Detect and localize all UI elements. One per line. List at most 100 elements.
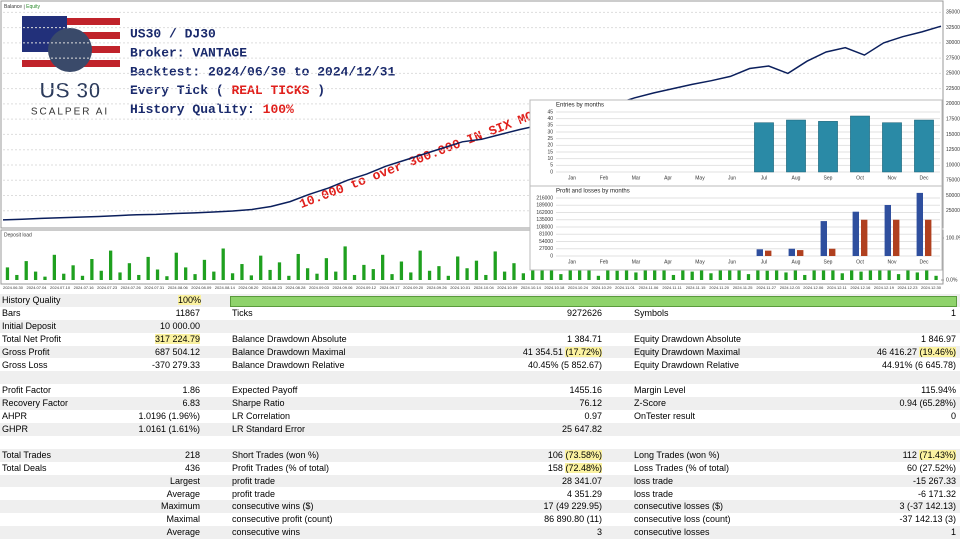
value-highlight: (73.58%) <box>565 449 602 460</box>
cell-value: 11867 <box>176 307 200 320</box>
x-tick-label: Mar <box>632 175 641 181</box>
label: Equity Drawdown Maximal <box>634 346 741 357</box>
x-tick-label: 2024.12.23 <box>897 285 918 290</box>
month-bar <box>818 121 838 173</box>
value: 25 647.82 <box>561 424 602 434</box>
label: loss trade <box>634 488 674 499</box>
load-bar <box>624 261 629 280</box>
value-highlight: 100% <box>178 295 202 305</box>
logo: US 30 SCALPER AI <box>22 16 120 118</box>
cell-value: 44.91% (6 645.78) <box>882 359 956 372</box>
cell-value: 41 354.51 (17.72%) <box>523 346 602 359</box>
y-tick-label: 100000 <box>946 162 960 168</box>
cell-label: Expected Payoff <box>232 384 297 397</box>
label: Margin Level <box>634 385 686 396</box>
x-tick-label: Oct <box>856 259 864 265</box>
load-bar <box>315 273 319 280</box>
month-bar <box>765 250 772 256</box>
label: Total Trades <box>2 449 52 460</box>
cell-value: 158 (72.48%) <box>548 462 602 475</box>
cell-value: 687 504.12 <box>155 346 200 359</box>
load-bar <box>427 270 432 280</box>
load-bar <box>277 262 282 280</box>
label: Balance Drawdown Relative <box>232 359 345 370</box>
load-bar <box>399 261 404 280</box>
cell-value: 4 351.29 <box>567 488 602 501</box>
value: 115.94% <box>921 385 956 396</box>
label: Equity Drawdown Absolute <box>634 333 742 344</box>
load-bar <box>859 271 863 280</box>
y-tick-label: 10 <box>547 156 553 162</box>
cell-value: 106 (73.58%) <box>548 449 602 462</box>
label: Balance Drawdown Absolute <box>232 333 347 344</box>
x-tick-label: 2024.12.03 <box>780 285 801 290</box>
value-highlight: (71.43%) <box>919 449 956 460</box>
cell-label: loss trade <box>634 475 673 488</box>
y-tick-label: 250000 <box>946 71 960 77</box>
load-bar <box>324 258 329 280</box>
x-tick-label: 2024.09.12 <box>356 285 377 290</box>
label: AHPR <box>2 411 28 422</box>
cell-label: Symbols <box>634 307 669 320</box>
y-tick-label: 75000 <box>946 178 960 184</box>
label: consecutive wins <box>232 527 301 538</box>
load-bar <box>334 271 338 280</box>
load-bar <box>362 264 366 280</box>
y-tick-label: 0.0% <box>946 277 958 283</box>
value: 158 <box>547 462 563 473</box>
x-tick-label: May <box>695 175 705 181</box>
cell-label: Balance Drawdown Absolute <box>232 333 347 346</box>
month-bar <box>893 219 900 256</box>
label: LR Standard Error <box>232 424 306 434</box>
label: History Quality <box>2 295 61 305</box>
month-bar <box>925 219 932 256</box>
load-bar <box>268 269 272 280</box>
load-bar <box>559 274 563 280</box>
load-bar <box>671 274 676 280</box>
month-bar <box>850 115 870 173</box>
cell-value: 17 (49 229.95) <box>543 500 602 513</box>
cell-value: 28 341.07 <box>562 475 602 488</box>
load-bar <box>690 271 694 280</box>
cell-label: Equity Drawdown Absolute <box>634 333 741 346</box>
cell-label: Recovery Factor <box>2 397 68 410</box>
value: 112 <box>902 449 917 460</box>
table-row: Maximum consecutive wins ($) 17 (49 229.95… <box>0 500 960 514</box>
table-row: GHPR 1.0161 (1.61%) LR Standard Error 25 64… <box>0 423 960 436</box>
value: 1455.16 <box>569 385 602 396</box>
x-tick-label: Apr <box>664 259 672 265</box>
tick-highlight: REAL TICKS <box>231 83 309 98</box>
x-tick-label: 2024.11.01 <box>615 285 635 290</box>
label: loss trade <box>634 475 674 486</box>
cell-value: 0 <box>951 410 956 423</box>
quality-label: History Quality: <box>130 102 255 117</box>
value: 1.0161 (1.61%) <box>138 424 200 434</box>
value: -15 267.33 <box>912 475 956 486</box>
x-tick-label: 2024.10.24 <box>568 285 589 290</box>
cell-label: Equity Drawdown Maximal <box>634 346 740 359</box>
cell-label: Profit Factor <box>2 384 51 397</box>
y-tick-label: 125000 <box>946 147 960 153</box>
value-highlight: (19.46%) <box>919 346 956 357</box>
cell-label: loss trade <box>634 488 673 501</box>
cell-value: 112 (71.43%) <box>903 449 956 462</box>
load-bar <box>80 275 85 280</box>
month-bar <box>797 250 804 256</box>
x-tick-label: Oct <box>856 175 864 181</box>
y-tick-label: 135000 <box>536 217 553 223</box>
load-bar <box>878 269 882 280</box>
x-tick-label: Jun <box>728 175 736 181</box>
panel-title: Profit and losses by months <box>556 189 630 195</box>
month-bar <box>882 122 902 173</box>
load-bar <box>240 264 244 280</box>
load-bar <box>437 266 441 280</box>
y-tick-label: 200000 <box>946 101 960 107</box>
label: Expected Payoff <box>232 385 298 396</box>
load-bar <box>15 274 19 280</box>
cell-label: Average <box>167 488 200 501</box>
value: 28 341.07 <box>561 475 602 486</box>
y-tick-label: 50000 <box>946 193 960 199</box>
label: Average <box>166 488 200 499</box>
x-tick-label: 2024.07.26 <box>121 285 142 290</box>
